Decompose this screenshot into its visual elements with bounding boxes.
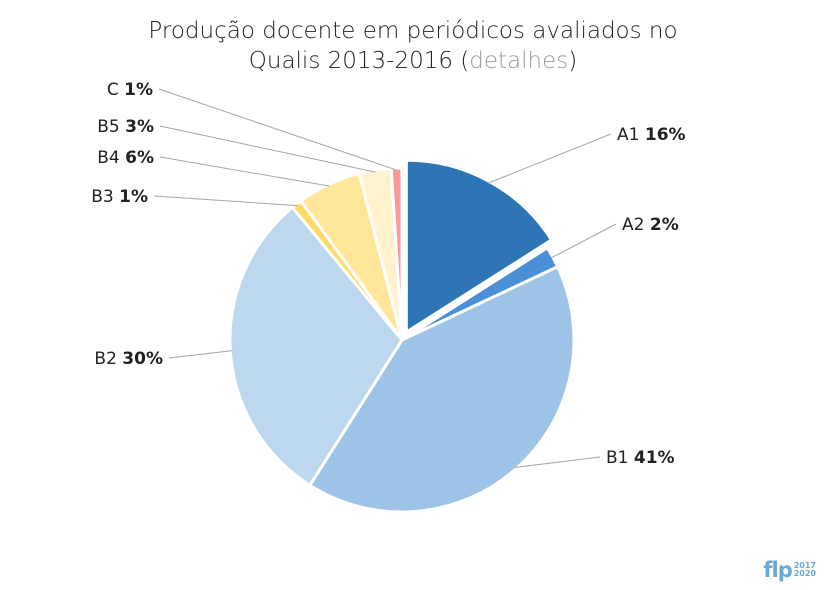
slice-label-b1: B1 41% <box>606 448 675 468</box>
slice-label-percent: 1% <box>124 80 153 100</box>
chart-title-line2: Qualis 2013-2016 (detalhes) <box>0 46 826 76</box>
leader-line-a2 <box>550 223 617 259</box>
slice-label-category: C <box>107 80 124 100</box>
chart-title-suffix: ) <box>568 48 578 74</box>
slice-label-percent: 3% <box>125 117 154 137</box>
slice-label-b5: B5 3% <box>97 117 154 137</box>
logo-year-bottom: 2020 <box>793 569 816 578</box>
slice-labels: A1 16%A2 2%B1 41%B2 30%B3 1%B4 6%B5 3%C … <box>91 80 685 468</box>
leader-line-b3 <box>153 195 298 207</box>
leader-line-b4 <box>159 156 330 187</box>
slice-label-percent: 30% <box>122 349 163 369</box>
slice-label-category: A2 <box>622 215 650 235</box>
logo-years: 2017 2020 <box>794 562 816 578</box>
slice-label-category: B4 <box>97 148 125 168</box>
leader-line-b2 <box>168 350 233 359</box>
leader-line-b1 <box>514 456 601 469</box>
leader-line-a1 <box>488 133 612 184</box>
pie-slice-b1 <box>308 265 576 514</box>
slice-label-percent: 2% <box>650 215 679 235</box>
chart-title-prefix: Qualis 2013-2016 ( <box>248 48 470 74</box>
slice-label-category: B1 <box>606 448 634 468</box>
slice-label-b3: B3 1% <box>91 187 148 207</box>
slice-label-a2: A2 2% <box>622 215 679 235</box>
logo-word: flp <box>763 558 792 582</box>
slice-label-b4: B4 6% <box>97 148 154 168</box>
slice-label-percent: 6% <box>125 148 154 168</box>
chart-title-line1: Produção docente em periódicos avaliados… <box>148 18 678 44</box>
pie-slice-a1 <box>404 158 554 334</box>
slice-label-a1: A1 16% <box>617 125 686 145</box>
slice-label-percent: 1% <box>119 187 148 207</box>
leader-line-c <box>158 88 397 171</box>
details-link[interactable]: detalhes <box>469 48 569 74</box>
slice-label-percent: 16% <box>645 125 686 145</box>
slice-label-category: B5 <box>97 117 125 137</box>
slice-label-percent: 41% <box>634 448 675 468</box>
slice-label-category: B3 <box>91 187 119 207</box>
leader-line-b5 <box>159 125 376 173</box>
pie-slices <box>228 158 576 514</box>
logo-year-top: 2017 <box>793 561 816 570</box>
leader-lines <box>153 88 617 469</box>
slice-label-category: A1 <box>617 125 645 145</box>
slice-label-b2: B2 30% <box>94 349 163 369</box>
slice-label-c: C 1% <box>107 80 153 100</box>
chart-title: Produção docente em periódicos avaliados… <box>0 16 826 76</box>
slice-label-category: B2 <box>94 349 122 369</box>
flp-logo: flp 2017 2020 <box>763 558 816 582</box>
